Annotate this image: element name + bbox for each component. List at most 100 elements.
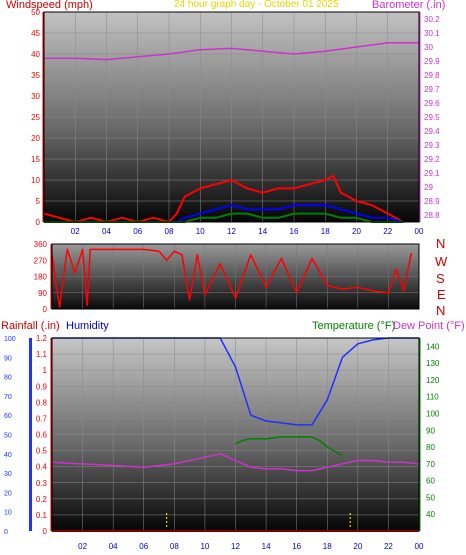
barometer-tick-label: 29.3	[424, 141, 440, 150]
direction-tick-label: 180	[34, 273, 48, 282]
barometer-tick-label: 29	[424, 183, 433, 192]
barometer-tick-label: 29.5	[424, 113, 440, 122]
barometer-tick-label: 29.6	[424, 99, 440, 108]
windspeed-time-tick-label: 20	[352, 227, 361, 236]
humidity-time-tick-label: 08	[170, 542, 179, 551]
humidity-tick-label: 70	[4, 394, 12, 401]
rainfall-tick-label: 0.7	[36, 414, 48, 423]
windspeed-time-tick-label: 18	[321, 227, 330, 236]
humidity-time-tick-label: 06	[139, 542, 148, 551]
barometer-tick-label: 30	[424, 43, 433, 52]
windspeed-time-tick-label: 06	[133, 227, 142, 236]
temperature-tick-label: 140	[426, 342, 440, 351]
windspeed-tick-label: 45	[31, 29, 40, 38]
temperature-tick-label: 40	[426, 510, 435, 519]
temperature-tick-label: 80	[426, 443, 435, 452]
rainfall-tick-label: 1.1	[36, 350, 48, 359]
wind-direction-line	[51, 248, 413, 308]
windspeed-tick-label: 0	[36, 218, 41, 227]
humidity-tick-label: 0	[4, 529, 8, 536]
rainfall-tick-label: 1.2	[36, 334, 48, 343]
barometer-tick-label: 28.9	[424, 197, 440, 206]
humidity-tick-label: 60	[4, 413, 12, 420]
windspeed-tick-label: 50	[31, 8, 40, 17]
temperature-axis-title: Temperature (°F)	[312, 320, 396, 332]
humidity-time-tick-label: 04	[109, 542, 118, 551]
windspeed-tick-label: 20	[31, 134, 40, 143]
temperature-tick-label: 90	[426, 426, 435, 435]
windspeed-plot-frame	[43, 11, 420, 223]
barometer-tick-label: 30.2	[424, 15, 440, 24]
barometer-line	[44, 42, 419, 61]
windspeed-time-tick-label: 12	[227, 227, 236, 236]
compass-label-s: S	[436, 271, 445, 286]
rainfall-tick-label: 0.6	[36, 431, 48, 440]
windspeed-tick-label: 35	[31, 71, 40, 80]
humidity-time-tick-label: 12	[231, 542, 240, 551]
rainfall-axis-title: Rainfall (.in)	[1, 320, 60, 332]
windspeed-time-tick-label: 08	[165, 227, 174, 236]
humidity-time-tick-label: 16	[292, 542, 301, 551]
windspeed-time-tick-label: 22	[383, 227, 392, 236]
humidity-plot-frame	[51, 337, 420, 532]
humidity-tick-label: 20	[4, 490, 12, 497]
humidity-tick-label: 50	[4, 433, 12, 440]
rainfall-tick-label: 0.4	[36, 463, 48, 472]
humidity-tick-label: 40	[4, 452, 12, 459]
windspeed-tick-label: 5	[36, 197, 41, 206]
barometer-tick-label: 29.9	[424, 57, 440, 66]
compass-label-w: W	[435, 254, 448, 269]
barometer-tick-label: 28.8	[424, 211, 440, 220]
average-wind-line	[44, 212, 404, 223]
temperature-tick-label: 130	[426, 359, 440, 368]
humidity-time-tick-label: 14	[262, 542, 271, 551]
barometer-tick-label: 29.4	[424, 127, 440, 136]
temperature-tick-label: 120	[426, 376, 440, 385]
windspeed-tick-label: 10	[31, 176, 40, 185]
gust-line	[44, 204, 404, 223]
direction-tick-label: 360	[34, 240, 48, 249]
humidity-axis-bar	[29, 338, 32, 531]
dewpoint-line	[51, 453, 420, 472]
windspeed-time-tick-label: 04	[102, 227, 111, 236]
rainfall-tick-label: 0.3	[36, 479, 48, 488]
humidity-tick-label: 90	[4, 355, 12, 362]
windspeed-axis-title: Windspeed (mph)	[6, 0, 93, 11]
humidity-time-tick-label: 10	[200, 542, 209, 551]
rainfall-tick-label: 0.2	[36, 495, 48, 504]
direction-tick-label: 90	[38, 289, 47, 298]
rainfall-tick-label: 1	[43, 366, 48, 375]
temperature-tick-label: 100	[426, 410, 440, 419]
temperature-line	[235, 436, 343, 457]
compass-label-n-bottom: N	[436, 303, 446, 318]
windspeed-time-tick-label: 00	[415, 227, 424, 236]
windspeed-tick-label: 25	[31, 113, 40, 122]
windspeed-time-tick-label: 14	[258, 227, 267, 236]
humidity-time-tick-label: 22	[384, 542, 393, 551]
temperature-tick-label: 110	[426, 393, 439, 402]
barometer-tick-label: 29.1	[424, 169, 440, 178]
humidity-tick-label: 30	[4, 471, 12, 478]
graph-title: 24 hour graph day - October 01 2025	[174, 0, 339, 10]
windspeed-time-tick-label: 10	[196, 227, 205, 236]
humidity-time-tick-label: 18	[323, 542, 332, 551]
humidity-axis-title: Humidity	[66, 320, 109, 332]
rainfall-tick-label: 0.8	[36, 398, 48, 407]
windspeed-time-tick-label: 02	[71, 227, 80, 236]
barometer-tick-label: 29.8	[424, 71, 440, 80]
windspeed-tick-label: 40	[31, 50, 40, 59]
compass-label-e: E	[437, 287, 446, 302]
rainfall-tick-label: 0	[43, 527, 48, 536]
barometer-tick-label: 29.7	[424, 85, 440, 94]
humidity-time-tick-label: 20	[353, 542, 362, 551]
barometer-tick-label: 29.2	[424, 155, 440, 164]
temperature-tick-label: 70	[426, 460, 435, 469]
temperature-tick-label: 50	[426, 493, 435, 502]
rainfall-tick-label: 0.1	[36, 511, 48, 520]
direction-tick-label: 270	[34, 256, 48, 265]
dewpoint-axis-title: Dew Point (°F)	[393, 320, 465, 332]
rainfall-tick-label: 0.9	[36, 382, 48, 391]
compass-label-n-top: N	[436, 236, 446, 251]
